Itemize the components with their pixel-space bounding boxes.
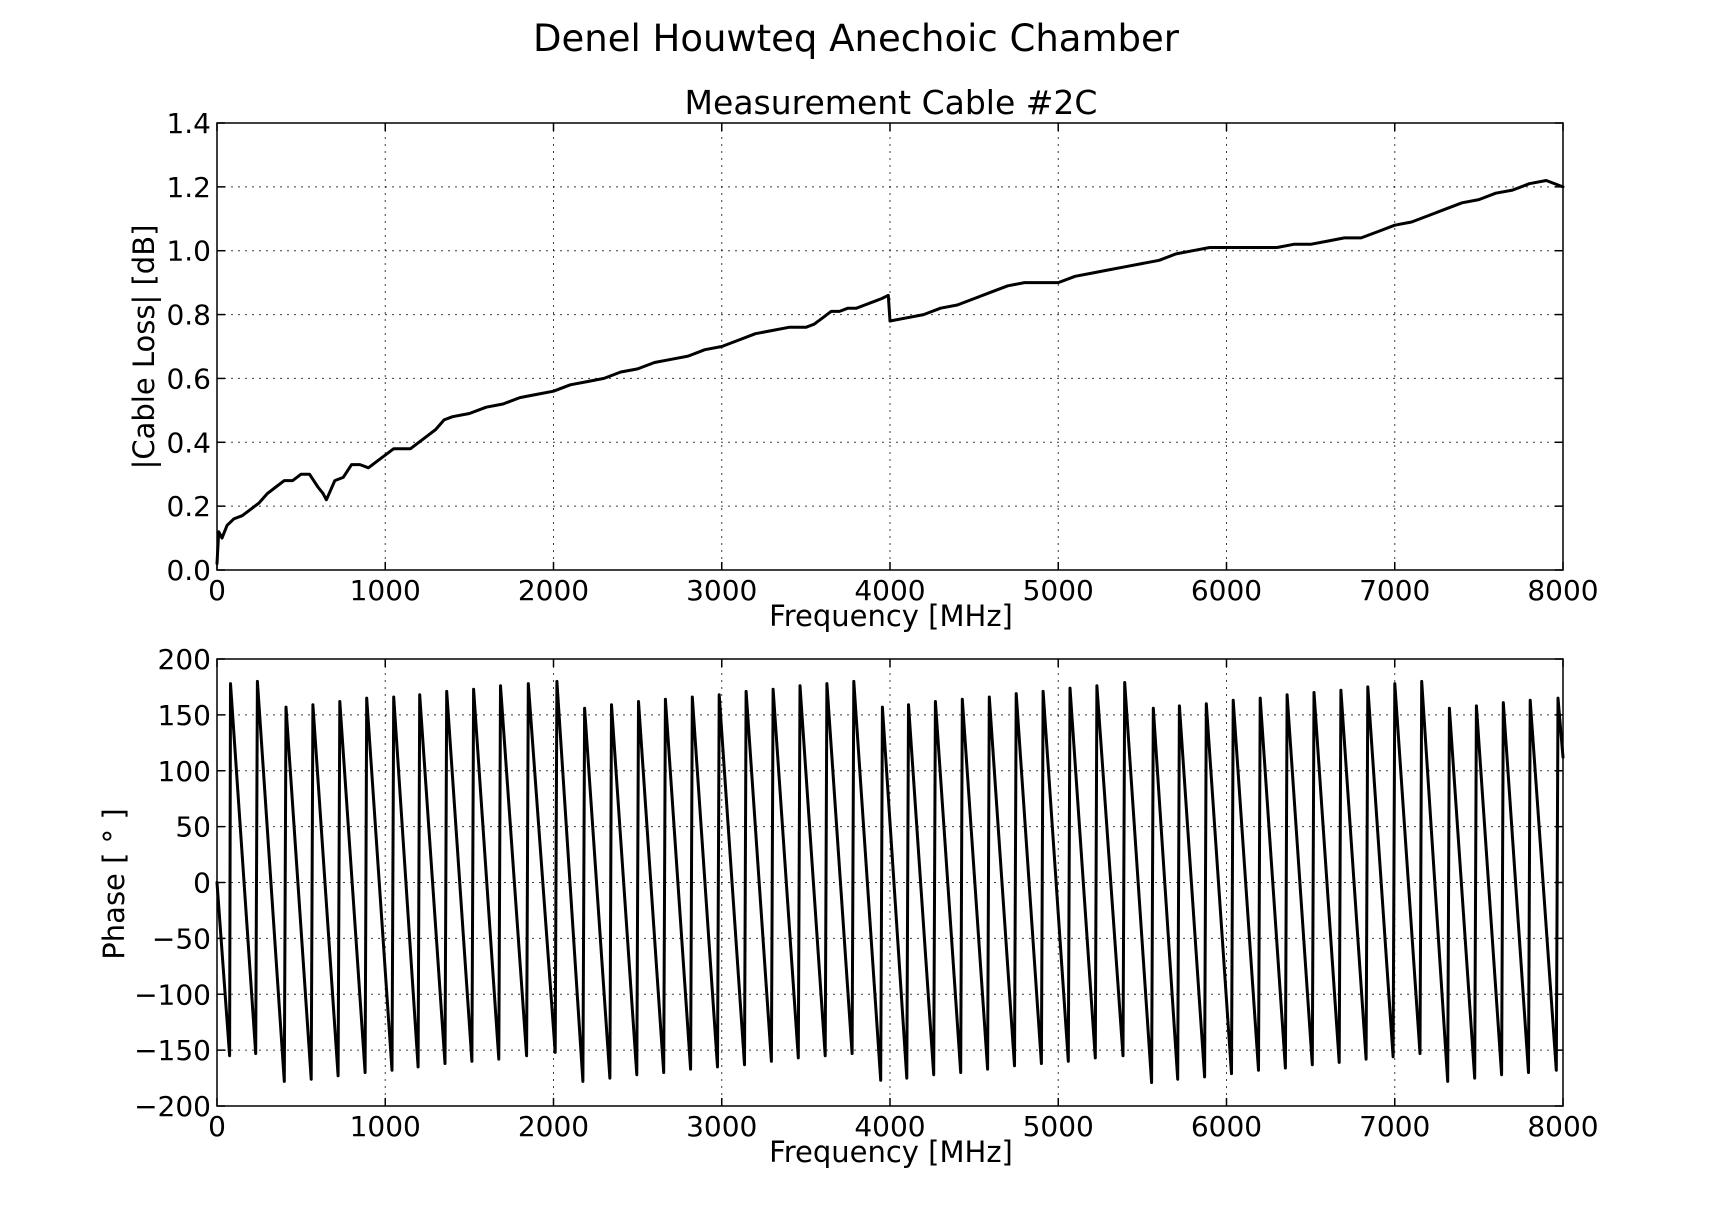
phase-x-tick-label: 0 <box>208 1110 226 1143</box>
cable-loss-y-axis-label: |Cable Loss| [dB] <box>127 225 161 470</box>
cable-loss-x-tick-label: 3000 <box>686 574 757 607</box>
phase-series-line <box>215 679 1565 1084</box>
phase-x-tick-label: 3000 <box>686 1110 757 1143</box>
phase-y-axis-label: Phase [ ° ] <box>97 808 131 959</box>
cable-loss-y-tick-label: 1.0 <box>166 235 211 268</box>
phase-y-tick-label: 150 <box>158 699 211 732</box>
figure-title: Denel Houwteq Anechoic Chamber <box>533 17 1180 60</box>
phase-y-tick-label: −150 <box>134 1034 211 1067</box>
phase-x-tick-label: 7000 <box>1359 1110 1430 1143</box>
phase-y-tick-label: 0 <box>193 867 211 900</box>
phase-x-tick-label: 1000 <box>350 1110 421 1143</box>
cable-loss-y-tick-label: 0.4 <box>166 426 211 459</box>
cable-loss-y-tick-label: 0.0 <box>166 554 211 587</box>
cable-loss-y-tick-label: 1.4 <box>166 107 211 140</box>
phase-y-tick-label: 50 <box>175 811 211 844</box>
phase-chart: 0 1000 2000 3000 4000 5000 6000 7000 8000−200−15… <box>97 643 1599 1169</box>
phase-y-tick-label: −50 <box>152 922 211 955</box>
cable-loss-x-tick-label: 4000 <box>854 574 925 607</box>
cable-loss-x-axis-label: Frequency [MHz] <box>769 599 1013 633</box>
cable-loss-x-tick-label: 8000 <box>1527 574 1598 607</box>
cable-loss-y-tick-label: 0.8 <box>166 299 211 332</box>
cable-loss-x-tick-label: 2000 <box>518 574 589 607</box>
cable-loss-y-tick-label: 0.6 <box>166 362 211 395</box>
cable-loss-x-tick-label: 7000 <box>1359 574 1430 607</box>
phase-x-tick-label: 5000 <box>1023 1110 1094 1143</box>
phase-x-tick-label: 4000 <box>854 1110 925 1143</box>
phase-y-tick-label: 100 <box>158 755 211 788</box>
phase-y-tick-label: −200 <box>134 1090 211 1123</box>
phase-x-axis-label: Frequency [MHz] <box>769 1135 1013 1169</box>
phase-x-tick-label: 2000 <box>518 1110 589 1143</box>
phase-x-tick-label: 6000 <box>1191 1110 1262 1143</box>
cable-loss-y-tick-label: 0.2 <box>166 490 211 523</box>
cable-loss-chart-title: Measurement Cable #2C <box>685 83 1098 122</box>
cable-loss-x-tick-label: 0 <box>208 574 226 607</box>
cable-loss-x-tick-label: 5000 <box>1023 574 1094 607</box>
phase-x-tick-label: 8000 <box>1527 1110 1598 1143</box>
cable-loss-chart: 0 1000 2000 3000 4000 5000 6000 7000 8000 0.0 0.2 0… <box>127 83 1599 633</box>
cable-loss-x-tick-label: 6000 <box>1191 574 1262 607</box>
phase-y-tick-label: 200 <box>158 643 211 676</box>
cable-loss-series-line <box>215 179 1565 566</box>
cable-loss-y-tick-label: 1.2 <box>166 171 211 204</box>
cable-loss-x-tick-label: 1000 <box>350 574 421 607</box>
phase-y-tick-label: −100 <box>134 978 211 1011</box>
